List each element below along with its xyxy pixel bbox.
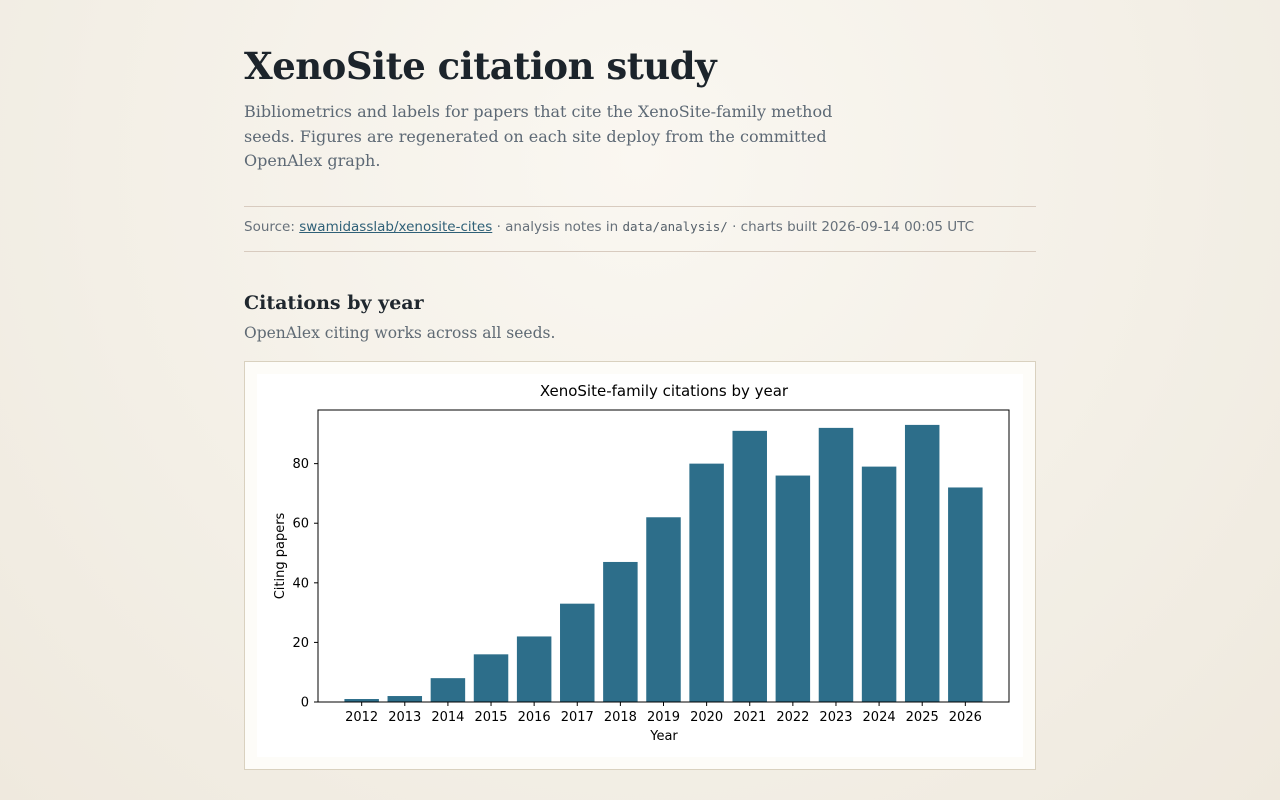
notes-prefix: · analysis notes in bbox=[492, 219, 623, 235]
notes-path: data/analysis/ bbox=[622, 219, 728, 234]
x-tick-label: 2025 bbox=[906, 710, 939, 725]
y-tick-label: 60 bbox=[292, 517, 309, 532]
x-tick-label: 2016 bbox=[518, 710, 551, 725]
y-tick-label: 20 bbox=[292, 636, 309, 651]
x-tick-label: 2013 bbox=[388, 710, 421, 725]
x-tick-label: 2023 bbox=[819, 710, 852, 725]
chart-title: XenoSite-family citations by year bbox=[540, 382, 789, 400]
page-title: XenoSite citation study bbox=[244, 44, 717, 88]
source-repo-link[interactable]: swamidasslab/xenosite-cites bbox=[299, 219, 493, 235]
bar-2012 bbox=[344, 699, 379, 702]
x-tick-label: 2024 bbox=[863, 710, 896, 725]
x-tick-label: 2019 bbox=[647, 710, 680, 725]
y-axis-label: Citing papers bbox=[273, 512, 288, 599]
x-axis-label: Year bbox=[649, 729, 678, 744]
bar-2013 bbox=[387, 696, 423, 702]
y-tick-label: 40 bbox=[292, 576, 309, 591]
x-tick-label: 2014 bbox=[431, 710, 464, 725]
chart-card: XenoSite-family citations by year 0 20 40 6… bbox=[244, 361, 1036, 770]
x-tick-label: 2015 bbox=[474, 710, 507, 725]
bar-2020 bbox=[689, 463, 724, 702]
citations-bar-chart: XenoSite-family citations by year 0 20 40 6… bbox=[257, 374, 1023, 757]
bar-2017 bbox=[560, 603, 595, 702]
bar-2015 bbox=[473, 654, 509, 702]
bar-2022 bbox=[775, 475, 811, 702]
build-timestamp: · charts built 2026-09-14 00:05 UTC bbox=[727, 219, 975, 235]
y-tick-label: 0 bbox=[301, 696, 309, 711]
divider-bottom bbox=[244, 251, 1036, 252]
x-tick-label: 2020 bbox=[690, 710, 723, 725]
source-line: Source: swamidasslab/xenosite-cites · an… bbox=[244, 219, 974, 235]
source-prefix: Source: bbox=[244, 219, 300, 235]
bar-2018 bbox=[603, 561, 638, 702]
bar-2014 bbox=[430, 678, 466, 702]
y-tick-label: 80 bbox=[292, 457, 309, 472]
bar-2024 bbox=[861, 466, 897, 702]
x-tick-label: 2021 bbox=[733, 710, 766, 725]
x-tick-label: 2022 bbox=[776, 710, 809, 725]
bar-2021 bbox=[732, 430, 767, 702]
x-tick-label: 2017 bbox=[561, 710, 594, 725]
bar-2026 bbox=[948, 487, 983, 702]
bar-2019 bbox=[646, 517, 681, 702]
bar-2016 bbox=[516, 636, 552, 702]
x-tick-label: 2018 bbox=[604, 710, 637, 725]
page-subtitle: Bibliometrics and labels for papers that… bbox=[244, 102, 833, 170]
section-title: Citations by year bbox=[244, 292, 424, 314]
x-tick-label: 2026 bbox=[949, 710, 982, 725]
bar-2025 bbox=[904, 424, 940, 702]
bar-2023 bbox=[818, 427, 854, 702]
x-tick-label: 2012 bbox=[345, 710, 378, 725]
divider-top bbox=[244, 206, 1036, 207]
section-subtitle: OpenAlex citing works across all seeds. bbox=[244, 324, 556, 342]
